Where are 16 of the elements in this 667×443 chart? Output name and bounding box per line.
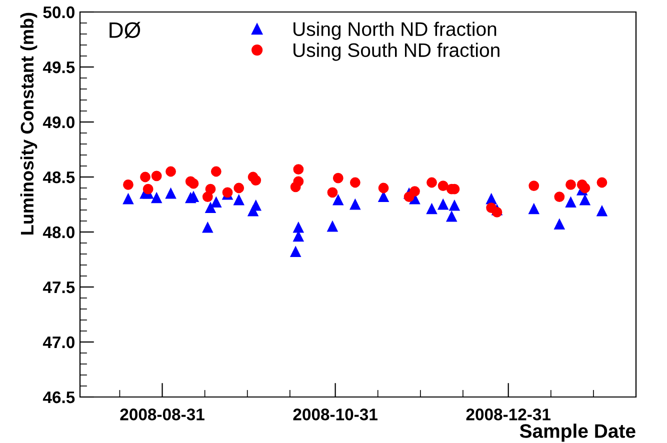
y-tick-label: 49.5	[42, 61, 75, 74]
y-tick-label: 49.0	[42, 116, 74, 128]
legend-label: Using North ND fraction	[294, 22, 496, 40]
x-tick-label: 2008-08-31	[120, 408, 204, 420]
annotation: DØ	[110, 22, 140, 38]
y-tick-label: 46.5	[42, 391, 75, 404]
y-axis-title: Luminosity Constant (mb)	[20, 12, 38, 234]
y-tick-label: 47.5	[42, 282, 75, 294]
x-tick-label: 2008-10-31	[293, 408, 378, 420]
x-tick-label: 2008-12-31	[466, 408, 551, 420]
y-tick-label: 48.0	[42, 226, 74, 238]
legend-label: Using South ND fraction	[294, 42, 500, 61]
y-tick-label: 48.5	[42, 171, 75, 184]
x-axis-title: Sample Date	[520, 424, 636, 442]
y-tick-label: 47.0	[42, 336, 74, 348]
y-tick-label: 50.0	[43, 6, 74, 18]
